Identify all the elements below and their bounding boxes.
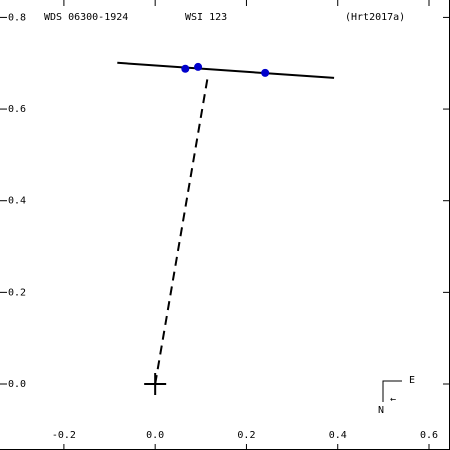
- compass-east: E: [409, 375, 415, 386]
- point: [194, 62, 203, 71]
- discoverer-label: WSI 123: [185, 12, 227, 23]
- point: [181, 64, 190, 73]
- x-tick-label: 0.2: [237, 430, 255, 441]
- x-tick-label: -0.2: [52, 430, 76, 441]
- origin-cross: [144, 373, 167, 396]
- compass-arrow: ←: [390, 394, 396, 405]
- residual-line: [154, 74, 210, 385]
- compass-lines: [382, 380, 402, 402]
- orbit-line: [117, 61, 335, 79]
- x-tick-label: 0.4: [329, 430, 347, 441]
- x-tick-label: 0.6: [420, 430, 438, 441]
- y-tick-label: 0.6: [8, 104, 26, 115]
- point: [261, 68, 270, 77]
- compass-north: N: [378, 405, 384, 416]
- wds-label: WDS 06300-1924: [44, 12, 128, 23]
- y-tick-label: 0.8: [8, 12, 26, 23]
- x-tick-label: 0.0: [146, 430, 164, 441]
- reference-label: (Hrt2017a): [345, 12, 405, 23]
- y-tick-label: 0.2: [8, 287, 26, 298]
- y-tick-label: 0.4: [8, 196, 26, 207]
- y-tick-label: 0.0: [8, 379, 26, 390]
